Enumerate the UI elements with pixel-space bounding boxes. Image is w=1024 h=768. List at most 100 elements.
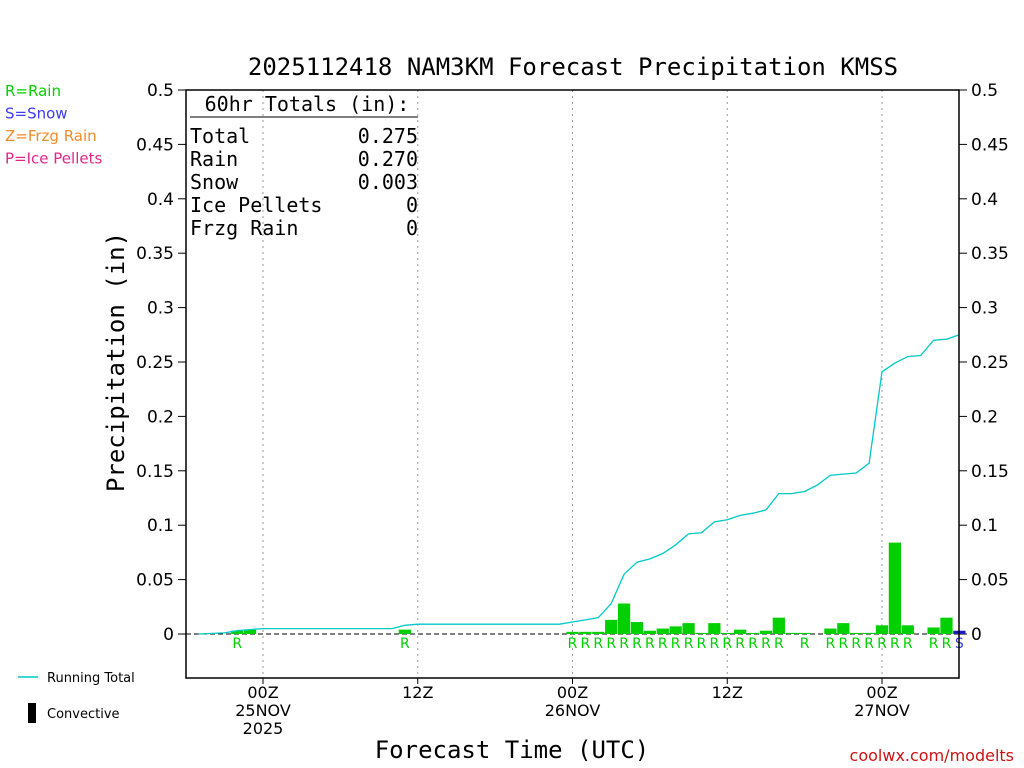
totals-row-label: Total	[190, 124, 250, 148]
precip-bar	[927, 627, 940, 634]
legend-type-entry: S=Snow	[5, 105, 68, 123]
totals-row-value: 0.270	[358, 147, 418, 171]
precip-bar	[630, 622, 644, 634]
x-tick-label: 00Z	[557, 683, 588, 702]
x-tick-label: 12Z	[712, 683, 743, 702]
legend-type-entry: R=Rain	[5, 82, 61, 100]
precip-bar	[875, 625, 889, 634]
precip-bar	[824, 628, 837, 634]
x-tick-label: 27NOV	[854, 701, 910, 720]
precip-type-label: R	[658, 636, 668, 652]
y-axis-label: Precipitation (in)	[102, 232, 130, 492]
y-tick-label-left: 0.3	[147, 299, 174, 319]
x-tick-label: 26NOV	[545, 701, 601, 720]
precip-type-label: R	[838, 636, 848, 652]
precip-bar	[888, 542, 902, 634]
precip-type-label: R	[593, 636, 603, 652]
precip-type-label: R	[645, 636, 655, 652]
precip-bar	[772, 617, 785, 634]
precip-type-label: R	[606, 636, 616, 652]
x-tick-label: 25NOV	[235, 701, 291, 720]
precip-bar	[682, 623, 695, 634]
totals-row-value: 0.275	[358, 124, 418, 148]
precip-bar	[759, 630, 773, 634]
y-tick-label-right: 0.15	[971, 462, 1009, 482]
x-axis-label: Forecast Time (UTC)	[375, 736, 650, 764]
precip-type-label: R	[735, 636, 745, 652]
y-tick-label-right: 0.05	[971, 571, 1009, 591]
precip-type-label: R	[748, 636, 758, 652]
y-tick-label-right: 0.3	[971, 299, 998, 319]
totals-box: 60hr Totals (in): Total 0.275 Rain 0.270 Sno…	[190, 92, 418, 240]
y-tick-label-right: 0.2	[971, 407, 998, 427]
precip-type-label: R	[929, 636, 939, 652]
legend-type-entry: P=Ice Pellets	[5, 150, 102, 168]
totals-rows: Total 0.275 Rain 0.270 Snow 0.003 Ice Pellets 0…	[190, 124, 418, 240]
precip-bar	[785, 632, 798, 634]
precip-bar	[708, 623, 721, 634]
precip-bar	[643, 630, 657, 634]
credit-text: coolwx.com/modelts	[850, 746, 1014, 765]
precip-bar	[656, 628, 669, 634]
precip-bars	[231, 542, 966, 634]
x-tick-label: 00Z	[866, 683, 897, 702]
precip-type-label: R	[800, 636, 810, 652]
precip-type-label: R	[568, 636, 578, 652]
y-axis-right-ticks: 0 0.05 0.1 0.15 0.2 0.25 0.3 0.35 0.4 0.45 0.5	[959, 81, 1009, 645]
totals-row-value: 0	[406, 216, 418, 240]
precip-type-label: R	[903, 636, 913, 652]
precip-bar	[746, 632, 760, 634]
y-tick-label-right: 0.45	[971, 135, 1009, 155]
precip-bar	[734, 629, 747, 634]
y-tick-label-right: 0.5	[971, 81, 998, 101]
precip-type-label: R	[851, 636, 861, 652]
totals-row-value: 0	[406, 193, 418, 217]
precip-bar	[566, 631, 579, 634]
precip-bar	[850, 632, 863, 634]
y-tick-label-left: 0.2	[147, 407, 174, 427]
precip-type-label: R	[761, 636, 771, 652]
precip-bar	[617, 603, 631, 634]
precip-type-legend: R=Rain S=Snow Z=Frzg Rain P=Ice Pellets	[5, 82, 102, 168]
totals-row-label: Snow	[190, 170, 239, 194]
totals-heading: 60hr Totals (in):	[205, 92, 410, 116]
precip-bar	[243, 629, 257, 634]
x-tick-label: 2025	[243, 719, 284, 738]
legend-running-total-label: Running Total	[47, 671, 135, 686]
precip-type-label: R	[774, 636, 784, 652]
x-tick-label: 00Z	[247, 683, 278, 702]
precip-bar	[579, 631, 592, 634]
totals-row-label: Rain	[190, 147, 238, 171]
precip-bar	[605, 619, 618, 634]
precip-bar	[592, 631, 605, 634]
precip-bar	[721, 632, 734, 634]
y-tick-label-left: 0.5	[147, 81, 174, 101]
precip-type-label: R	[671, 636, 681, 652]
precip-type-label: R	[722, 636, 732, 652]
precip-bar	[940, 617, 953, 634]
precip-type-label: R	[400, 636, 410, 652]
totals-row-value: 0.003	[358, 170, 418, 194]
y-tick-label-left: 0	[163, 625, 174, 645]
precip-bar	[398, 629, 411, 634]
y-tick-label-left: 0.1	[147, 516, 174, 536]
totals-row-label: Ice Pellets	[190, 193, 322, 217]
chart-title: 2025112418 NAM3KM Forecast Precipitation…	[248, 53, 898, 81]
precip-type-label: R	[619, 636, 629, 652]
precip-type-label: R	[890, 636, 900, 652]
y-tick-label-right: 0.25	[971, 353, 1009, 373]
precip-bar	[231, 630, 244, 634]
y-tick-label-left: 0.4	[147, 190, 174, 210]
precip-type-label: R	[697, 636, 707, 652]
y-tick-label-left: 0.15	[136, 462, 174, 482]
precip-type-label: R	[709, 636, 719, 652]
running-total-line	[198, 334, 960, 635]
precip-type-label: R	[632, 636, 642, 652]
x-tick-label: 12Z	[402, 683, 433, 702]
precip-bar	[901, 625, 914, 634]
precip-bar	[798, 632, 811, 634]
line-legend: Running Total Convective	[18, 671, 135, 723]
